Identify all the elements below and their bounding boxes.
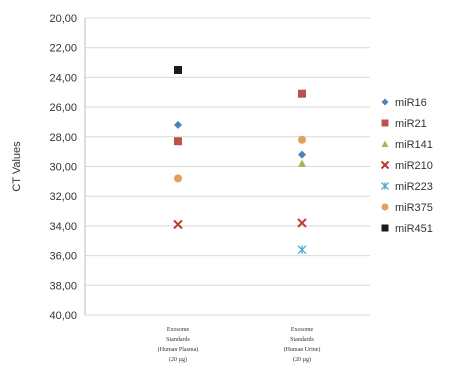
y-tick-label: 36,00 [49,251,77,263]
y-axis-title: CT Values [11,141,23,192]
x-category-label: Standards [166,337,190,343]
legend-label-mir210: miR210 [395,160,433,172]
y-tick-label: 38,00 [49,280,77,292]
x-category-label: (20 µg) [169,356,187,363]
y-tick-label: 28,00 [49,132,77,144]
data-point-mir16 [174,120,182,129]
legend-marker-mir223 [381,182,389,190]
y-tick-label: 20,00 [49,13,77,25]
legend-marker-mir141 [381,140,389,147]
data-point-mir141 [298,159,306,167]
legend-label-mir451: miR451 [395,223,433,235]
y-tick-label: 22,00 [49,43,77,55]
legend-label-mir141: miR141 [395,139,433,151]
x-category-label: Exosome [167,327,190,333]
data-point-mir451 [174,65,182,74]
data-points [173,65,307,255]
data-point-mir223 [297,245,307,255]
legend-label-mir223: miR223 [395,181,433,193]
x-category-label: (20 µg) [293,356,311,363]
y-tick-label: 30,00 [49,162,77,174]
y-tick-label: 32,00 [49,191,77,203]
data-point-mir21 [298,89,306,98]
data-point-mir210 [297,218,307,228]
y-tick-label: 40,00 [49,310,77,322]
data-point-mir16 [298,150,306,159]
legend-label-mir16: miR16 [395,97,427,109]
legend-marker-mir16 [381,98,389,106]
legend-marker-mir21 [381,119,389,127]
y-tick-label: 26,00 [49,102,77,114]
y-tick-label: 34,00 [49,221,77,233]
x-category-label: (Human Urine) [284,346,321,353]
x-category-label: Standards [290,337,314,343]
data-point-mir375 [174,174,182,183]
legend-marker-mir210 [380,160,390,170]
legend: miR16 miR21 miR141 miR210 miR223 miR375 miR451 [380,97,433,235]
legend-marker-mir451 [381,224,389,232]
legend-marker-mir375 [381,203,389,211]
legend-label-mir375: miR375 [395,202,433,214]
x-category-label: (Human Plasma) [158,346,199,353]
y-tick-labels: 20,00 22,00 24,00 26,00 28,00 30,00 32,00 34,00… [49,13,77,322]
data-point-mir21 [174,137,182,146]
grid-lines [85,17,370,316]
x-category-labels: Exosome Standards (Human Plasma) (20 µg) Exo… [158,327,321,363]
data-point-mir210 [173,219,183,230]
y-tick-label: 24,00 [49,72,77,84]
legend-label-mir21: miR21 [395,118,427,130]
x-category-label: Exosome [291,327,314,333]
data-point-mir375 [298,135,306,144]
